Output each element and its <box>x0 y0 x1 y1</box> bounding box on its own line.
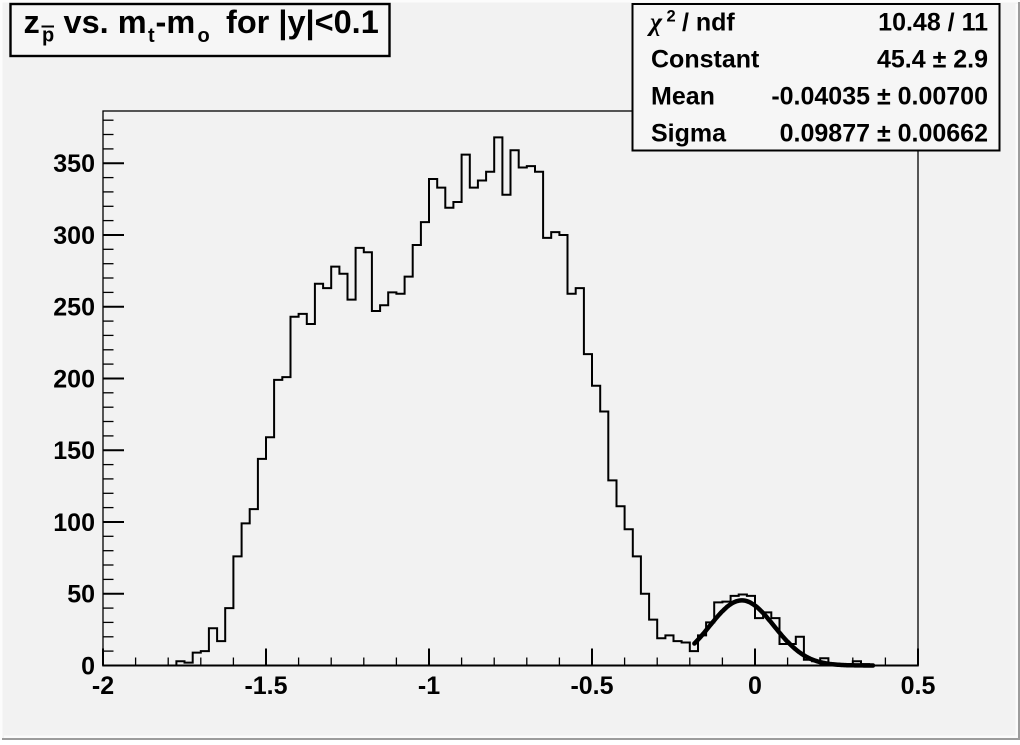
svg-text:Constant: Constant <box>651 46 760 74</box>
svg-text:0: 0 <box>748 672 762 700</box>
svg-text:t: t <box>148 25 155 47</box>
svg-text:10.48 / 11: 10.48 / 11 <box>878 9 988 37</box>
svg-text:for |y|<0.1: for |y|<0.1 <box>226 4 379 40</box>
svg-text:100: 100 <box>53 509 95 537</box>
svg-text:0: 0 <box>81 653 95 681</box>
svg-text:o: o <box>198 25 210 47</box>
svg-text:-0.04035 ± 0.00700: -0.04035 ± 0.00700 <box>771 83 988 111</box>
svg-text:-m: -m <box>156 4 196 40</box>
svg-text:Sigma: Sigma <box>651 120 727 148</box>
svg-text:150: 150 <box>53 437 95 465</box>
svg-text:vs. m: vs. m <box>64 4 147 40</box>
svg-text:350: 350 <box>53 150 95 178</box>
svg-text:z: z <box>24 4 40 40</box>
svg-text:Mean: Mean <box>651 83 715 111</box>
svg-text:-2: -2 <box>92 672 114 700</box>
svg-text:-1: -1 <box>418 672 440 700</box>
svg-text:/ ndf: / ndf <box>682 9 735 37</box>
svg-text:300: 300 <box>53 222 95 250</box>
svg-text:2: 2 <box>667 8 676 26</box>
svg-text:200: 200 <box>53 366 95 394</box>
svg-text:p: p <box>42 25 54 47</box>
svg-text:-1.5: -1.5 <box>244 672 287 700</box>
svg-text:250: 250 <box>53 294 95 322</box>
svg-text:50: 50 <box>67 581 95 609</box>
svg-text:45.4 ± 2.9: 45.4 ± 2.9 <box>877 46 988 74</box>
svg-text:-0.5: -0.5 <box>570 672 613 700</box>
svg-text:0.5: 0.5 <box>901 672 936 700</box>
svg-text:χ: χ <box>647 8 663 37</box>
svg-text:0.09877 ± 0.00662: 0.09877 ± 0.00662 <box>780 120 988 148</box>
